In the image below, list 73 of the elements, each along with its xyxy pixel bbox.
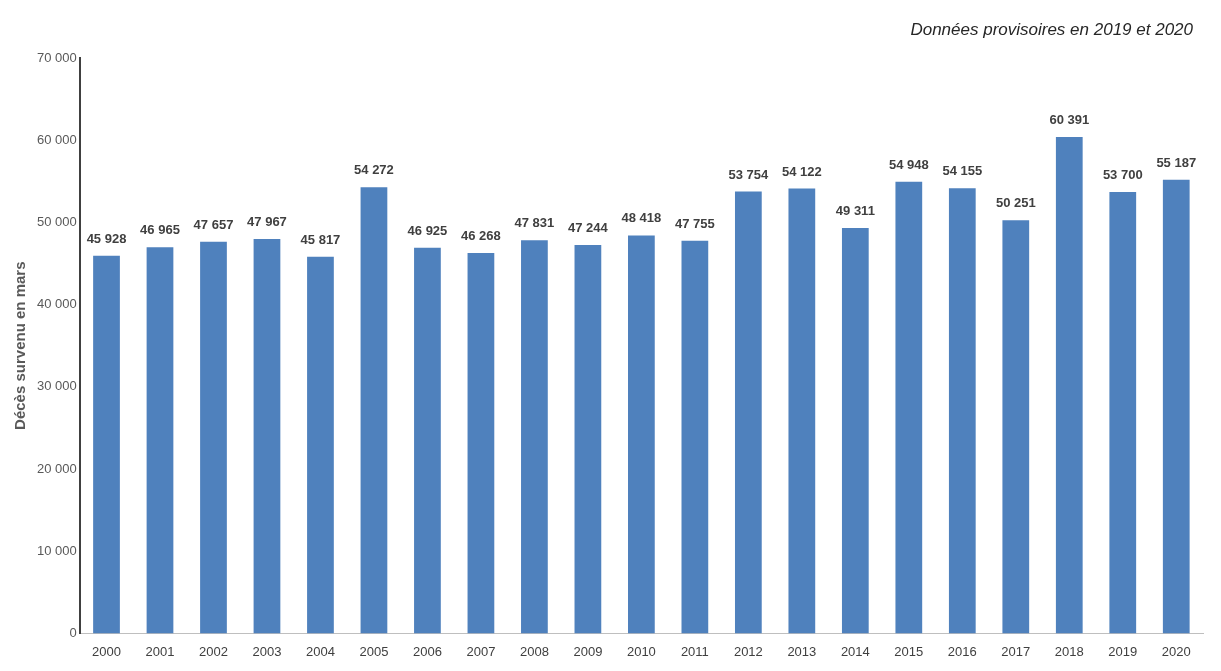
bar (574, 245, 602, 634)
data-label: 47 831 (514, 215, 555, 231)
bar (948, 188, 976, 634)
x-tick-label: 2009 (573, 643, 603, 659)
bar (1162, 179, 1190, 634)
x-tick-label: 2008 (519, 643, 549, 659)
data-label: 54 948 (888, 156, 929, 172)
y-tick-label: 70 000 (37, 49, 77, 65)
bar (734, 191, 762, 634)
data-label: 45 928 (86, 230, 127, 246)
data-label: 50 251 (995, 195, 1036, 211)
bar (146, 247, 174, 634)
x-tick-label: 2018 (1054, 643, 1084, 659)
bar (360, 187, 388, 634)
data-label: 53 754 (728, 166, 769, 182)
y-tick-label: 50 000 (37, 213, 77, 229)
x-tick-label: 2010 (626, 643, 656, 659)
data-label: 54 155 (942, 163, 983, 179)
bar (841, 228, 869, 634)
data-label: 49 311 (835, 203, 875, 219)
data-label: 47 967 (247, 214, 287, 230)
data-label: 54 122 (781, 163, 822, 179)
data-label: 46 925 (407, 222, 448, 238)
x-tick-label: 2004 (305, 643, 335, 659)
data-label: 60 391 (1049, 112, 1090, 128)
bar (93, 255, 120, 634)
x-tick-label: 2020 (1161, 643, 1191, 659)
x-tick-label: 2005 (359, 643, 389, 659)
bar (414, 247, 441, 634)
bar (467, 253, 495, 634)
bar (788, 188, 816, 634)
bar (200, 241, 227, 634)
y-tick-label: 0 (69, 624, 77, 640)
x-tick-label: 2015 (894, 643, 924, 659)
data-label: 45 817 (300, 231, 341, 247)
bar (253, 239, 281, 634)
x-tick-label: 2003 (252, 643, 282, 659)
y-tick-label: 40 000 (37, 296, 77, 312)
y-tick-label: 60 000 (37, 131, 77, 147)
text: Données provisoires en 2019 et 2020 (910, 20, 1193, 40)
bar (628, 235, 655, 634)
x-tick-label: 2014 (840, 643, 870, 659)
x-tick-label: 2002 (199, 643, 228, 659)
data-label: 47 657 (193, 216, 234, 232)
y-tick-label: 10 000 (37, 542, 77, 558)
x-tick-label: 2000 (92, 643, 121, 659)
x-tick-label: 2019 (1108, 643, 1138, 659)
data-label: 46 965 (140, 222, 180, 238)
y-tick-label: 20 000 (37, 460, 77, 476)
bar (307, 256, 334, 634)
x-tick-label: 2011 (680, 643, 709, 659)
data-label: 53 700 (1102, 167, 1143, 183)
x-tick-label: 2001 (145, 643, 175, 659)
bar (681, 240, 709, 634)
data-label: 54 272 (354, 162, 394, 178)
x-tick-label: 2006 (412, 643, 442, 659)
data-label: 48 418 (621, 210, 662, 226)
bar (1055, 136, 1083, 634)
x-tick-label: 2017 (1001, 643, 1031, 659)
x-tick-label: 2012 (733, 643, 763, 659)
data-label: 55 187 (1156, 154, 1197, 170)
x-tick-label: 2007 (466, 643, 496, 659)
x-tick-label: 2016 (947, 643, 977, 659)
data-label: 46 268 (461, 228, 501, 244)
bar (521, 240, 548, 634)
bar (895, 181, 923, 634)
data-label: 47 755 (674, 215, 715, 231)
data-label: 47 244 (568, 220, 609, 236)
bar (1002, 220, 1030, 634)
y-tick-label: 30 000 (37, 378, 77, 394)
x-tick-label: 2013 (787, 643, 817, 659)
y-axis-title: Décès survenu en mars (11, 261, 29, 430)
bar (1109, 191, 1137, 634)
